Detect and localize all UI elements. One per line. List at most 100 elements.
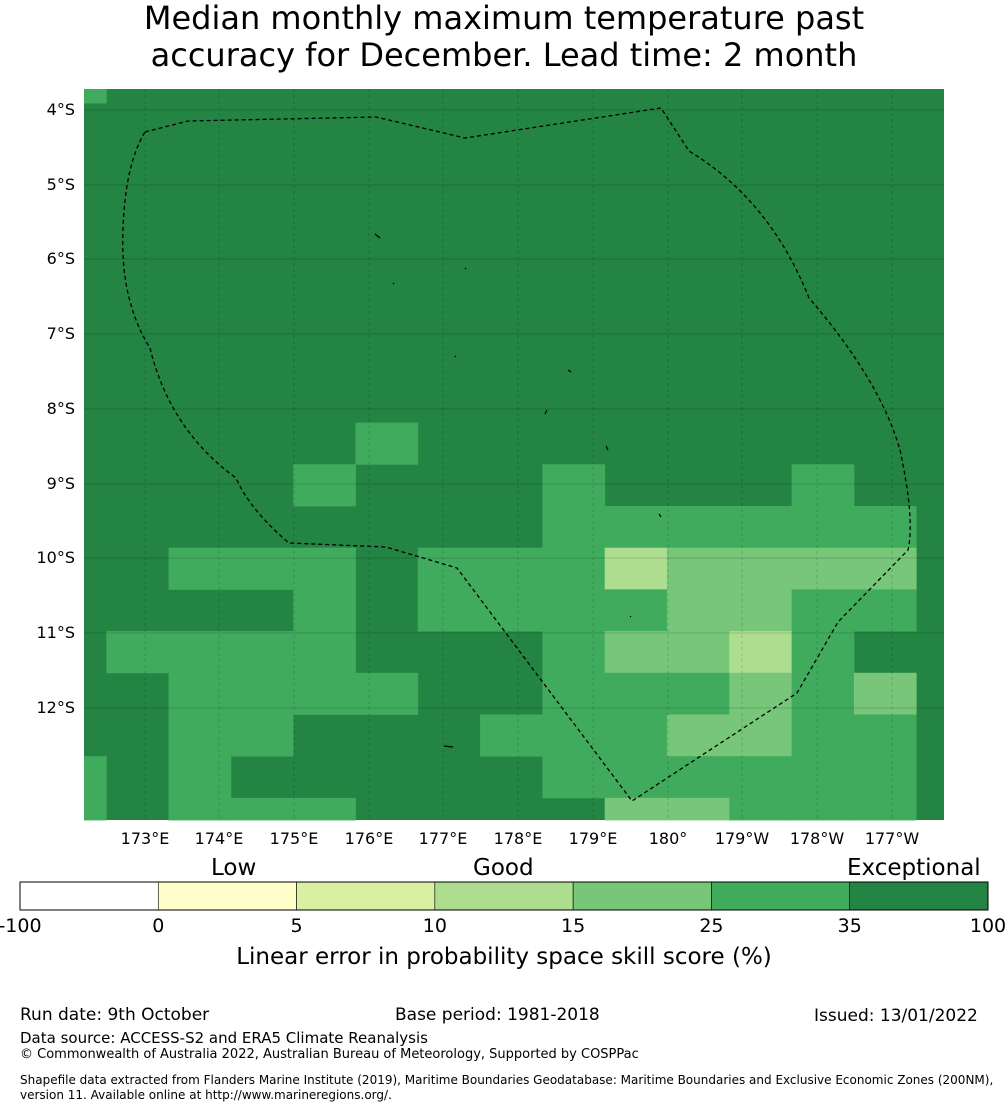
skill-cell <box>853 756 917 799</box>
longitude-label: 177°E <box>418 829 468 848</box>
skill-cell <box>230 714 294 757</box>
longitude-label: 177°W <box>864 829 920 848</box>
colorbar-segment <box>849 881 989 911</box>
skill-cell <box>604 714 668 757</box>
skill-cell <box>791 631 855 674</box>
skill-cell <box>293 631 356 674</box>
skill-cell <box>168 756 232 799</box>
colorbar-tick-label: 100 <box>969 915 1007 937</box>
skill-cell <box>853 672 917 715</box>
island-shape <box>567 369 572 373</box>
skill-cell <box>667 756 730 799</box>
skill-cell <box>604 797 668 821</box>
eez-boundary-line <box>122 107 911 802</box>
issued-date: Issued: 13/01/2022 <box>814 1006 978 1026</box>
latitude-label: 9°S <box>46 474 75 493</box>
latitude-label: 5°S <box>46 175 75 194</box>
data-source: Data source: ACCESS-S2 and ERA5 Climate … <box>20 1029 428 1047</box>
longitude-label: 178°E <box>493 829 543 848</box>
latitude-label: 12°S <box>36 698 75 717</box>
skill-cell <box>791 797 855 821</box>
skill-cell <box>480 714 543 757</box>
island-shape <box>443 745 454 748</box>
skill-cell <box>542 589 606 632</box>
colorbar <box>19 881 989 911</box>
base-period: Base period: 1981-2018 <box>395 1005 600 1025</box>
colorbar-tick-label: 10 <box>422 915 447 937</box>
skill-cell <box>729 714 792 757</box>
skill-cell <box>293 464 356 507</box>
skill-cell <box>84 89 107 104</box>
run-date: Run date: 9th October <box>20 1005 210 1025</box>
skill-cell <box>604 547 668 590</box>
skill-cell <box>542 714 606 757</box>
colorbar-segment <box>711 881 851 911</box>
map-title-line2: accuracy for December. Lead time: 2 mont… <box>150 36 858 74</box>
colorbar-tick-label: 5 <box>290 915 303 937</box>
longitude-label: 174°E <box>194 829 244 848</box>
skill-cell <box>168 672 232 715</box>
skill-cell <box>791 756 855 799</box>
skill-cell <box>667 547 730 590</box>
longitude-label: 180° <box>648 829 688 848</box>
latitude-label: 8°S <box>46 399 75 418</box>
longitude-label: 173°E <box>120 829 170 848</box>
skill-cell <box>667 589 730 632</box>
skill-cell <box>168 714 232 757</box>
longitude-label: 179°W <box>714 829 770 848</box>
skill-cell <box>417 589 481 632</box>
colorbar-segment <box>19 881 159 911</box>
skill-cell <box>667 631 730 674</box>
skill-cell <box>84 797 107 821</box>
skill-cell <box>729 547 792 590</box>
latitude-label: 7°S <box>46 324 75 343</box>
colorbar-tick-label: 15 <box>561 915 586 937</box>
skill-cell <box>729 589 792 632</box>
skill-cell <box>853 589 917 632</box>
skill-cell <box>853 714 917 757</box>
map-title-line1: Median monthly maximum temperature past <box>143 0 865 37</box>
skill-cell <box>230 797 294 821</box>
latitude-label: 11°S <box>36 623 75 642</box>
skill-cell <box>84 756 107 799</box>
skill-cell <box>542 547 606 590</box>
skill-cell <box>542 672 606 715</box>
colorbar-tick-label: -100 <box>0 915 42 937</box>
longitude-label: 175°E <box>269 829 319 848</box>
colorbar-tick-label: 0 <box>152 915 165 937</box>
latitude-label: 10°S <box>36 548 75 567</box>
skill-cell <box>667 506 730 549</box>
skill-cell <box>417 547 481 590</box>
skill-cell <box>604 631 668 674</box>
island-shape <box>392 282 395 285</box>
skill-cell <box>853 506 917 549</box>
skill-cell <box>293 547 356 590</box>
skill-cell <box>791 589 855 632</box>
colorbar-segment <box>572 881 712 911</box>
colorbar-frame <box>19 881 989 911</box>
longitude-label: 179°E <box>568 829 618 848</box>
skill-cell <box>853 547 917 590</box>
skill-cell <box>604 506 668 549</box>
skill-cell <box>729 631 792 674</box>
skill-cell <box>293 589 356 632</box>
skill-cell <box>106 631 169 674</box>
skill-cell <box>791 714 855 757</box>
skill-cell <box>604 589 668 632</box>
copyright-notice: © Commonwealth of Australia 2022, Austra… <box>20 1047 639 1062</box>
skill-cell <box>853 797 917 821</box>
island-shape <box>629 615 632 618</box>
skill-cell <box>667 672 730 715</box>
shapefile-credit-line1: Shapefile data extracted from Flanders M… <box>20 1073 994 1087</box>
category-good-label: Good <box>473 855 534 881</box>
skill-cell <box>791 464 855 507</box>
longitude-label: 176°E <box>344 829 394 848</box>
category-exceptional-label: Exceptional <box>847 855 981 881</box>
skill-cell <box>355 672 419 715</box>
skill-cell <box>293 797 356 821</box>
skill-cell <box>729 797 792 821</box>
skill-cell <box>604 756 668 799</box>
island-shape <box>374 233 381 239</box>
skill-cell <box>168 547 232 590</box>
